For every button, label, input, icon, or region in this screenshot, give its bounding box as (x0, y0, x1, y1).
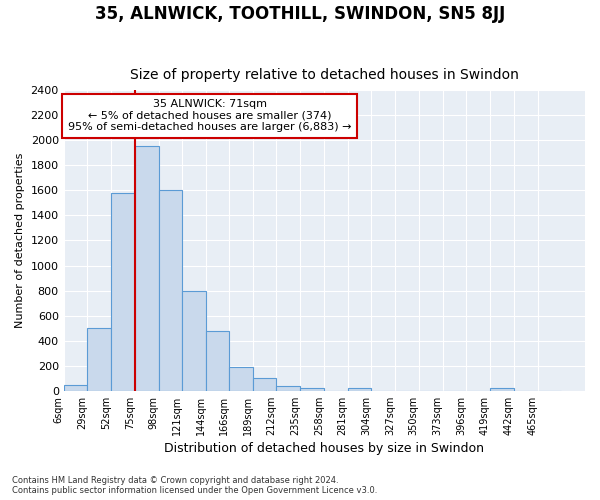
Bar (347, 388, 371, 391)
Text: 35, ALNWICK, TOOTHILL, SWINDON, SN5 8JJ: 35, ALNWICK, TOOTHILL, SWINDON, SN5 8JJ (95, 5, 505, 23)
Text: 35 ALNWICK: 71sqm
← 5% of detached houses are smaller (374)
95% of semi-detached: 35 ALNWICK: 71sqm ← 5% of detached house… (68, 99, 352, 132)
Bar (135, 146, 158, 391)
Bar (158, 190, 182, 391)
Y-axis label: Number of detached properties: Number of detached properties (15, 153, 25, 328)
Bar (206, 330, 229, 391)
Title: Size of property relative to detached houses in Swindon: Size of property relative to detached ho… (130, 68, 519, 82)
Bar (253, 378, 277, 391)
Text: Contains HM Land Registry data © Crown copyright and database right 2024.
Contai: Contains HM Land Registry data © Crown c… (12, 476, 377, 495)
Bar (182, 290, 206, 391)
Bar (229, 367, 253, 391)
X-axis label: Distribution of detached houses by size in Swindon: Distribution of detached houses by size … (164, 442, 484, 455)
Bar (88, 328, 111, 391)
Bar (111, 193, 135, 391)
Bar (300, 388, 324, 391)
Bar (277, 386, 300, 391)
Bar (490, 388, 514, 391)
Bar (64, 384, 88, 391)
